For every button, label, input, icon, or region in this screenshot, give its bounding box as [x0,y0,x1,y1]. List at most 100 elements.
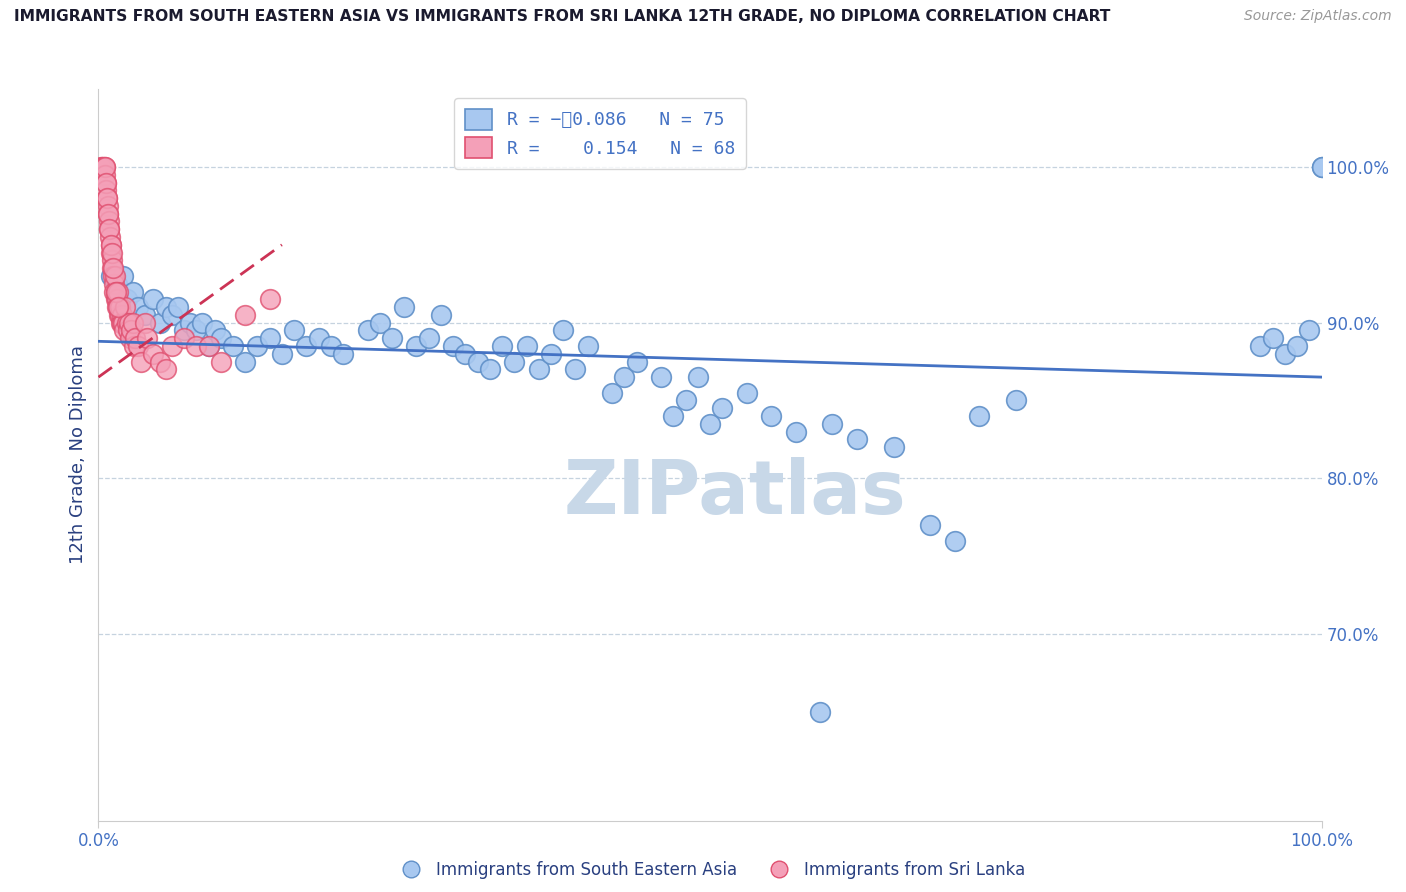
Text: IMMIGRANTS FROM SOUTH EASTERN ASIA VS IMMIGRANTS FROM SRI LANKA 12TH GRADE, NO D: IMMIGRANTS FROM SOUTH EASTERN ASIA VS IM… [14,9,1111,24]
Point [761,409,783,423]
Point [222,339,245,353]
Point [735,385,758,400]
Point [107,300,129,314]
Point [111,316,134,330]
Point [155,300,177,314]
Point [576,339,599,353]
Point [186,323,208,337]
Point [93,160,115,174]
Point [553,323,575,337]
Point [259,293,281,307]
Point [107,300,129,314]
Point [186,339,208,353]
Point [454,347,477,361]
Point [1310,160,1333,174]
Point [127,339,149,353]
Point [626,354,648,368]
Point [1250,339,1272,353]
Point [883,440,905,454]
Point [142,293,165,307]
Point [179,316,201,330]
Point [167,300,190,314]
Point [204,323,226,337]
Point [104,293,127,307]
Point [675,393,697,408]
Point [600,385,623,400]
Point [93,160,115,174]
Point [96,191,118,205]
Text: Source: ZipAtlas.com: Source: ZipAtlas.com [1244,9,1392,23]
Point [97,199,120,213]
Point [1274,347,1296,361]
Point [392,300,416,314]
Point [173,331,195,345]
Point [96,183,118,197]
Point [127,300,149,314]
Point [967,409,990,423]
Point [129,354,152,368]
Point [662,409,685,423]
Y-axis label: 12th Grade, No Diploma: 12th Grade, No Diploma [69,345,87,565]
Point [114,300,136,314]
Legend: Immigrants from South Eastern Asia, Immigrants from Sri Lanka: Immigrants from South Eastern Asia, Immi… [388,855,1032,886]
Point [120,331,142,345]
Point [405,339,427,353]
Point [1004,393,1026,408]
Point [233,354,256,368]
Point [112,323,135,337]
Point [699,417,721,431]
Point [90,160,112,174]
Point [155,362,177,376]
Point [97,214,120,228]
Point [564,362,586,376]
Point [121,285,143,299]
Point [136,331,159,345]
Point [283,323,305,337]
Point [110,300,132,314]
Point [319,339,342,353]
Point [491,339,513,353]
Point [121,316,143,330]
Point [381,331,404,345]
Point [943,533,966,548]
Point [134,316,156,330]
Point [686,370,709,384]
Point [105,285,128,299]
Point [118,316,141,330]
Point [418,331,440,345]
Point [120,323,142,337]
Point [104,268,127,283]
Point [1286,339,1309,353]
Point [503,354,526,368]
Point [1310,160,1333,174]
Point [100,237,122,252]
Point [356,323,378,337]
Point [101,268,124,283]
Point [94,176,117,190]
Point [91,160,114,174]
Point [142,347,165,361]
Point [149,354,172,368]
Point [430,308,453,322]
Point [270,347,294,361]
Point [173,323,195,337]
Point [209,331,232,345]
Point [1298,323,1320,337]
Point [105,277,128,291]
Point [122,339,145,353]
Point [368,316,391,330]
Point [101,261,124,276]
Point [97,207,120,221]
Point [613,370,636,384]
Point [100,268,122,283]
Point [295,339,318,353]
Point [160,308,183,322]
Point [107,285,129,299]
Point [104,285,127,299]
Point [808,705,831,719]
Point [821,417,844,431]
Point [94,176,117,190]
Point [100,237,122,252]
Point [650,370,672,384]
Point [516,339,538,353]
